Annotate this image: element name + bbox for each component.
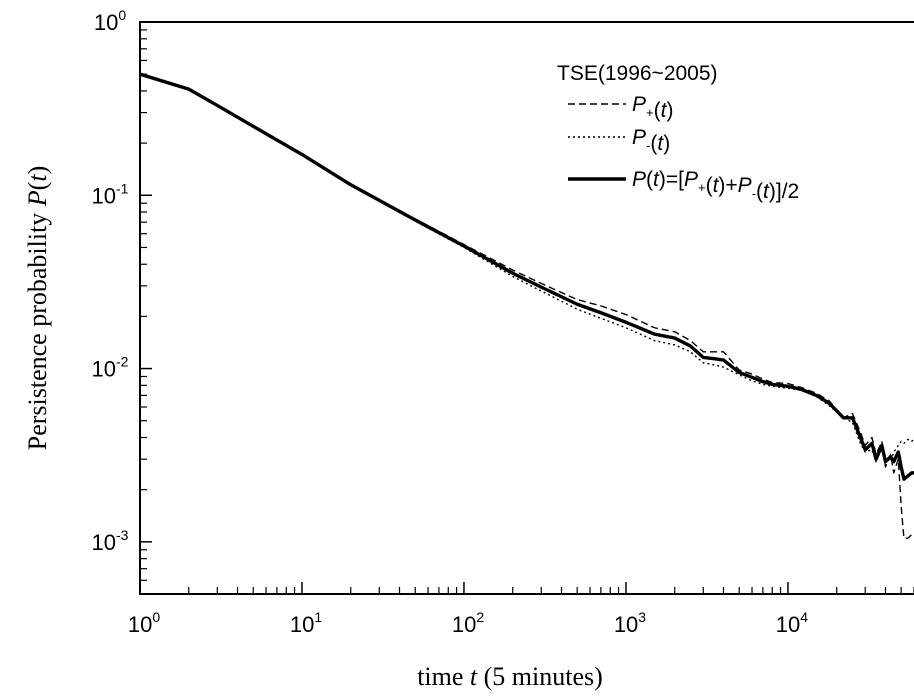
x-axis-label: time t (5 minutes) [417,662,603,691]
legend-label-minus: P-(t) [632,126,670,155]
series-line-minus [140,73,914,463]
series-layer [140,72,914,539]
y-axis-label: Persistence probability P(t) [23,166,52,451]
legend-title: TSE(1996~2005) [557,62,718,85]
y-tick-label: 10-1 [92,180,129,208]
x-tick-label: 101 [290,609,322,637]
ticks-layer [139,21,914,595]
plot-frame [139,21,914,595]
legend: TSE(1996~2005) P+(t) P-(t) P(t)=[P+(t)+P-(… [557,62,799,203]
x-tick-label: 100 [128,609,160,637]
legend-label-plus: P+(t) [632,93,673,122]
y-tick-label: 10-2 [92,354,129,382]
x-tick-label: 103 [614,609,646,637]
x-tick-label: 102 [452,609,484,637]
x-tick-label: 104 [776,609,808,637]
tick-labels-layer: 100 101 102 103 104 100 10-1 10-2 10-3 [92,7,809,637]
y-tick-label: 100 [94,7,126,35]
legend-label-avg: P(t)=[P+(t)+P-(t)]/2 [632,168,799,203]
series-line-avg [140,72,914,481]
series-line-plus [140,73,914,539]
y-tick-label: 10-3 [92,527,129,555]
